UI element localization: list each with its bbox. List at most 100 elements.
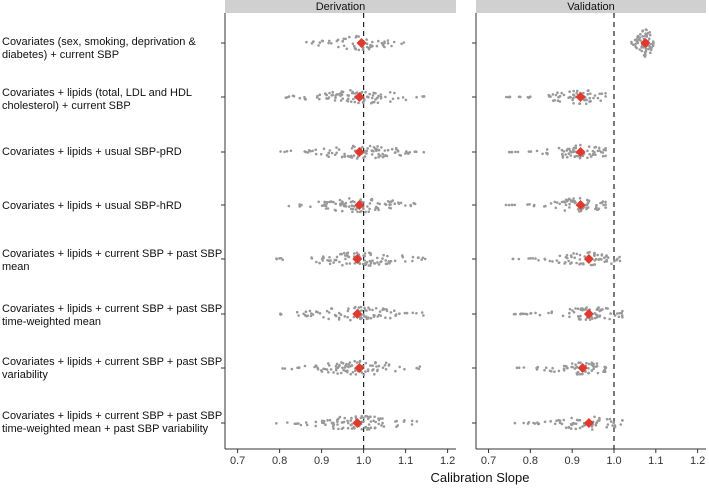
data-point	[350, 91, 354, 95]
data-point	[351, 42, 355, 45]
data-point	[382, 425, 386, 428]
data-point	[541, 152, 544, 156]
data-point	[314, 424, 318, 428]
data-point	[327, 311, 331, 314]
data-point	[374, 156, 377, 160]
data-point	[316, 94, 319, 98]
data-point	[353, 100, 357, 104]
data-point	[420, 311, 424, 314]
data-point	[363, 306, 366, 310]
data-point	[396, 149, 400, 152]
data-point	[561, 153, 564, 156]
data-point	[340, 155, 344, 159]
data-point	[325, 309, 329, 313]
data-point	[348, 262, 352, 265]
data-point	[562, 150, 566, 153]
data-point	[538, 313, 542, 317]
data-point	[381, 417, 384, 420]
data-point	[379, 95, 383, 99]
data-point	[575, 261, 578, 265]
data-point	[361, 262, 365, 266]
data-point	[553, 99, 557, 102]
data-point	[600, 253, 604, 256]
data-point	[586, 251, 590, 254]
data-point	[326, 362, 330, 365]
data-point	[344, 369, 347, 373]
data-point	[404, 204, 407, 207]
data-point	[346, 421, 350, 425]
data-point	[596, 96, 600, 100]
data-point	[286, 421, 289, 424]
data-point	[558, 100, 562, 103]
data-point	[346, 251, 350, 255]
data-point	[573, 256, 576, 260]
x-tick-label-validation: 0.8	[523, 455, 538, 467]
data-point	[634, 42, 637, 46]
data-point	[363, 155, 367, 158]
data-point	[341, 426, 345, 430]
data-point	[398, 153, 401, 157]
data-point	[367, 306, 370, 310]
data-point	[392, 40, 396, 44]
mean-marker	[575, 92, 586, 102]
data-point	[314, 364, 318, 367]
data-point	[535, 149, 539, 153]
data-point	[367, 264, 371, 267]
data-point	[595, 203, 598, 207]
data-point	[584, 318, 588, 321]
data-point	[287, 204, 291, 208]
data-point	[369, 420, 373, 423]
data-point	[327, 317, 331, 321]
data-point	[401, 96, 405, 99]
data-point	[376, 256, 379, 260]
data-point	[289, 149, 293, 153]
data-point	[359, 198, 363, 201]
data-point	[328, 262, 332, 266]
data-point	[309, 205, 312, 208]
data-point	[601, 154, 605, 158]
data-point	[322, 147, 326, 150]
data-point	[349, 372, 353, 376]
data-point	[522, 366, 526, 369]
data-point	[639, 33, 642, 36]
data-point	[373, 208, 377, 211]
data-point	[645, 28, 648, 32]
data-point	[336, 372, 339, 375]
data-point	[281, 367, 284, 370]
data-point	[598, 314, 602, 318]
data-point	[584, 307, 588, 311]
data-point	[374, 307, 378, 310]
data-point	[554, 93, 558, 97]
data-point	[394, 314, 397, 318]
data-point	[384, 95, 387, 99]
data-point	[604, 200, 607, 204]
data-point	[556, 91, 559, 94]
data-point	[338, 260, 341, 264]
data-point	[304, 310, 308, 314]
x-tick-label-validation: 0.9	[565, 455, 580, 467]
data-point	[354, 47, 358, 50]
data-point	[393, 259, 397, 263]
data-point	[393, 91, 396, 95]
data-point	[341, 366, 344, 370]
data-point	[644, 47, 648, 51]
data-point	[331, 425, 335, 428]
mean-marker	[354, 147, 365, 157]
data-point	[344, 37, 347, 41]
data-point	[352, 154, 356, 157]
category-label-2: Covariates + lipids (total, LDL and HDL …	[2, 87, 192, 112]
data-point	[557, 369, 561, 373]
data-point	[605, 425, 608, 429]
data-point	[575, 372, 579, 375]
data-point	[415, 95, 418, 99]
data-point	[323, 200, 326, 204]
data-point	[388, 91, 392, 94]
data-point	[513, 421, 517, 425]
data-point	[602, 203, 605, 207]
data-point	[636, 36, 640, 39]
data-point	[586, 206, 590, 209]
data-point	[604, 206, 607, 209]
data-point	[400, 42, 403, 46]
data-point	[353, 252, 356, 255]
data-point	[574, 307, 577, 310]
